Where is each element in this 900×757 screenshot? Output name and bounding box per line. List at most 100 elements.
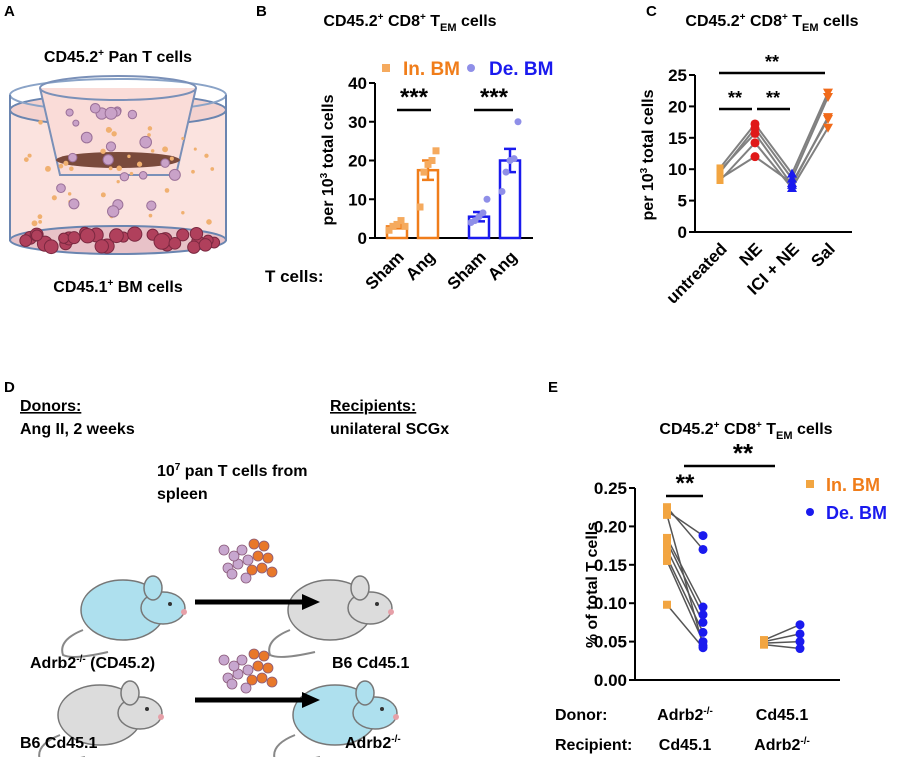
- cell-cluster-icon: [240, 572, 252, 584]
- mouse-tail-icon: [273, 734, 320, 757]
- cell-cluster-icon: [228, 550, 240, 562]
- x-tick-label: untreated: [663, 239, 731, 307]
- donor-label: Cd45.1: [756, 707, 809, 724]
- x-tick-label: Ang: [484, 247, 521, 284]
- paired-line: [666, 541, 704, 616]
- mouse-recipient-b6: [268, 575, 394, 658]
- y-tick-label: 0.10: [594, 594, 627, 613]
- cell-cluster-icon: [226, 678, 238, 690]
- cell-icon: [127, 154, 131, 159]
- panel-d: D Donors: Ang II, 2 weeks Recipients: un…: [4, 379, 449, 757]
- data-point: [663, 556, 671, 565]
- bm-cell-icon: [19, 234, 33, 247]
- cell-icon: [162, 146, 169, 153]
- data-point: [795, 637, 805, 647]
- significance-label: ***: [480, 84, 509, 111]
- chart-title: CD45.2+ CD8+ TEM cells: [659, 420, 832, 442]
- data-point: [385, 226, 393, 234]
- t-cell-icon: [80, 131, 93, 144]
- mouse-ear-icon: [355, 680, 375, 706]
- donor-label: Adrb2-/-: [657, 706, 713, 724]
- t-cell-icon: [119, 172, 130, 182]
- cell-cluster-icon: [242, 664, 254, 676]
- mouse-ear-icon: [143, 575, 163, 601]
- cell-icon: [191, 169, 195, 174]
- data-point: [698, 544, 708, 554]
- cell-icon: [136, 161, 143, 167]
- y-tick-label: 25: [668, 66, 687, 85]
- donors-heading: Donors:: [20, 398, 81, 415]
- t-cell-icon: [146, 200, 157, 211]
- data-point: [750, 152, 760, 162]
- cell-cluster-icon: [218, 654, 230, 666]
- data-point: [795, 629, 805, 639]
- cell-cluster-icon: [248, 538, 260, 550]
- mouse-nose-icon: [393, 714, 399, 720]
- mouse-tail-icon: [38, 734, 85, 757]
- recipient-1-label: B6 Cd45.1: [332, 655, 409, 672]
- transfer-label: 107 pan T cells from: [157, 462, 308, 480]
- x-tick-label: Sham: [362, 247, 408, 293]
- data-point: [823, 123, 833, 133]
- cell-cluster-icon: [240, 682, 252, 694]
- data-point: [795, 644, 805, 654]
- cell-icon: [111, 131, 117, 137]
- x-tick-label: Ang: [402, 247, 439, 284]
- y-tick-label: 15: [668, 129, 687, 148]
- significance-label: ***: [400, 84, 429, 111]
- data-point: [698, 610, 708, 620]
- cell-icon: [147, 133, 151, 137]
- y-axis-label: per 103 total cells: [639, 89, 657, 220]
- data-point: [382, 64, 390, 72]
- bm-cell-icon: [58, 232, 70, 244]
- x-tick-label: NE: [736, 239, 766, 269]
- panel-a: A CD45.2+ Pan T cells CD45.1+ BM cells: [4, 3, 227, 296]
- y-tick-label: 0: [678, 223, 687, 242]
- panel-e-chart: E CD45.2+ CD8+ TEM cells % of total T cel…: [548, 379, 887, 754]
- t-cell-icon: [160, 158, 170, 168]
- donors-sub: Ang II, 2 weeks: [20, 421, 135, 438]
- recipient-2-label: Adrb2-/-: [345, 734, 401, 752]
- data-point: [428, 157, 436, 164]
- data-point: [698, 531, 708, 541]
- cell-icon: [129, 171, 134, 176]
- y-tick-label: 10: [348, 190, 367, 209]
- data-point: [823, 92, 833, 102]
- chart-title: CD45.2+ CD8+ TEM cells: [323, 12, 496, 34]
- panel-label-a: A: [4, 3, 15, 20]
- cell-icon: [116, 165, 122, 172]
- significance-label: **: [766, 88, 780, 108]
- data-point: [510, 155, 518, 163]
- cell-icon: [116, 180, 120, 184]
- cell-cluster-icon: [236, 654, 248, 666]
- mouse-ear-icon: [350, 575, 370, 601]
- data-point: [479, 209, 487, 217]
- mouse-eye-icon: [375, 602, 379, 606]
- t-cell-icon: [104, 106, 118, 120]
- data-point: [663, 537, 671, 546]
- t-cell-icon: [67, 152, 78, 163]
- mouse-nose-icon: [388, 609, 394, 615]
- y-tick-label: 0.15: [594, 556, 627, 575]
- cell-icon: [204, 153, 209, 158]
- cell-cluster-icon: [218, 544, 230, 556]
- y-axis-label: % of total T cells: [584, 522, 601, 648]
- data-point: [393, 220, 401, 228]
- paired-line: [763, 640, 801, 644]
- y-tick-label: 0: [358, 229, 367, 248]
- recipient-label: Cd45.1: [659, 737, 712, 754]
- cell-icon: [164, 188, 170, 193]
- significance-label: **: [765, 52, 779, 72]
- cell-cluster-icon: [256, 562, 268, 574]
- recipients-heading: Recipients:: [330, 398, 416, 415]
- bm-cell-icon: [94, 239, 109, 254]
- data-point: [432, 147, 440, 155]
- bm-cell-icon: [187, 240, 201, 254]
- cell-cluster-icon: [256, 672, 268, 684]
- x-tick-label: Sal: [807, 239, 838, 270]
- panel-b-chart: B CD45.2+ CD8+ TEM cells per 103 total ce…: [256, 3, 553, 294]
- data-point: [716, 166, 724, 174]
- cell-cluster-icon: [262, 552, 274, 564]
- y-tick-label: 0.00: [594, 671, 627, 690]
